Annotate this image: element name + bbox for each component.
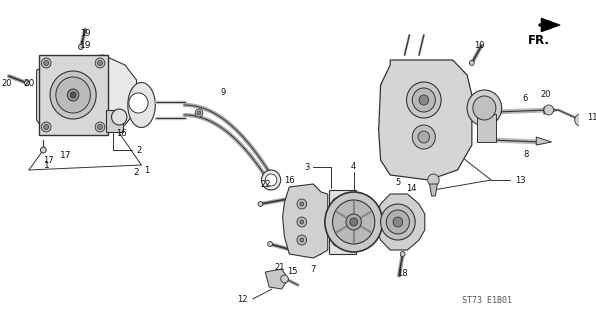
Circle shape <box>333 238 340 246</box>
Text: 15: 15 <box>287 268 297 276</box>
Text: 7: 7 <box>311 266 316 275</box>
Circle shape <box>467 90 502 126</box>
Circle shape <box>95 58 105 68</box>
Circle shape <box>297 199 306 209</box>
Text: 18: 18 <box>398 269 408 278</box>
Text: 16: 16 <box>116 129 126 138</box>
Circle shape <box>386 210 409 234</box>
Text: 9: 9 <box>221 87 226 97</box>
Text: 20: 20 <box>541 90 551 99</box>
Text: 16: 16 <box>284 175 295 185</box>
Circle shape <box>406 82 441 118</box>
Polygon shape <box>377 194 425 250</box>
Text: FR.: FR. <box>527 34 550 47</box>
Text: 4: 4 <box>351 162 356 171</box>
Circle shape <box>281 275 288 283</box>
Circle shape <box>50 71 96 119</box>
Circle shape <box>195 109 203 117</box>
Polygon shape <box>536 137 552 145</box>
Circle shape <box>44 124 49 130</box>
Circle shape <box>262 170 281 190</box>
Text: 21: 21 <box>274 262 285 271</box>
Text: 17: 17 <box>60 150 71 159</box>
Circle shape <box>24 81 29 85</box>
Circle shape <box>300 202 304 206</box>
Text: 19: 19 <box>80 28 91 37</box>
Circle shape <box>418 131 430 143</box>
Circle shape <box>333 200 375 244</box>
Text: 2: 2 <box>134 167 139 177</box>
Polygon shape <box>378 60 472 180</box>
Polygon shape <box>283 184 328 258</box>
Polygon shape <box>541 18 560 32</box>
Circle shape <box>268 242 272 246</box>
Circle shape <box>95 122 105 132</box>
Circle shape <box>412 125 435 149</box>
Text: 1: 1 <box>144 165 150 174</box>
Text: 10: 10 <box>474 41 485 50</box>
Text: 13: 13 <box>515 175 526 185</box>
Text: 14: 14 <box>406 183 416 193</box>
Text: 3: 3 <box>304 163 309 172</box>
Circle shape <box>300 220 304 224</box>
Polygon shape <box>430 184 437 196</box>
Bar <box>105 110 123 132</box>
Circle shape <box>41 122 51 132</box>
Circle shape <box>575 114 586 126</box>
Circle shape <box>129 93 148 113</box>
Text: 2: 2 <box>136 146 142 155</box>
Circle shape <box>111 109 127 125</box>
Text: 22: 22 <box>260 180 271 188</box>
Bar <box>39 55 108 135</box>
Text: 1: 1 <box>44 161 50 170</box>
Bar <box>477 114 496 142</box>
Circle shape <box>333 198 340 206</box>
Polygon shape <box>36 55 136 135</box>
Circle shape <box>381 204 415 240</box>
Circle shape <box>265 174 277 186</box>
Circle shape <box>79 44 83 50</box>
Text: 12: 12 <box>237 294 248 303</box>
Circle shape <box>44 60 49 66</box>
Circle shape <box>544 105 554 115</box>
Text: 5: 5 <box>395 178 401 187</box>
Circle shape <box>344 198 352 206</box>
Circle shape <box>350 218 358 226</box>
Circle shape <box>346 214 361 230</box>
Circle shape <box>419 95 429 105</box>
Circle shape <box>412 88 435 112</box>
Circle shape <box>197 111 201 115</box>
Text: 19: 19 <box>80 41 91 50</box>
Circle shape <box>401 252 405 257</box>
Circle shape <box>428 174 439 186</box>
Polygon shape <box>544 107 558 114</box>
Circle shape <box>56 77 91 113</box>
Circle shape <box>344 238 352 246</box>
Circle shape <box>98 124 103 130</box>
Text: 11: 11 <box>587 113 596 122</box>
Circle shape <box>325 192 383 252</box>
Text: 20: 20 <box>23 78 35 87</box>
Text: 8: 8 <box>523 149 529 158</box>
Circle shape <box>70 92 76 98</box>
Circle shape <box>300 238 304 242</box>
Polygon shape <box>128 83 156 128</box>
Circle shape <box>297 217 306 227</box>
Polygon shape <box>265 269 288 289</box>
Bar <box>329 190 356 254</box>
Circle shape <box>41 58 51 68</box>
Text: 17: 17 <box>43 156 54 164</box>
Circle shape <box>470 60 474 66</box>
Text: ST73 E1B01: ST73 E1B01 <box>462 296 512 305</box>
Circle shape <box>98 60 103 66</box>
Circle shape <box>297 235 306 245</box>
Circle shape <box>393 217 403 227</box>
Text: 6: 6 <box>522 93 527 102</box>
Circle shape <box>67 89 79 101</box>
Text: 20: 20 <box>1 78 11 87</box>
Circle shape <box>258 202 263 206</box>
Circle shape <box>41 147 46 153</box>
Circle shape <box>473 96 496 120</box>
